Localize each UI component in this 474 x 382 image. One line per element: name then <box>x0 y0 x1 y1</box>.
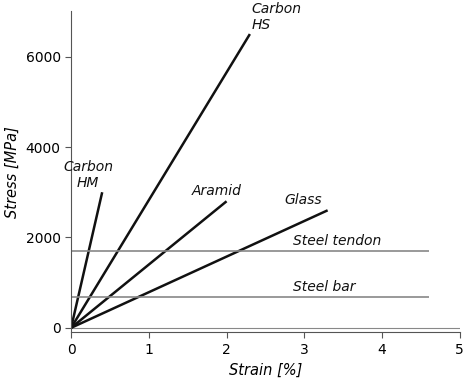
Text: Aramid: Aramid <box>191 184 241 198</box>
Text: Steel bar: Steel bar <box>292 280 355 294</box>
Text: Glass: Glass <box>285 193 322 207</box>
Text: Steel tendon: Steel tendon <box>292 234 381 248</box>
Y-axis label: Stress [MPa]: Stress [MPa] <box>5 126 20 218</box>
Text: Carbon
HS: Carbon HS <box>251 2 301 32</box>
Text: Carbon
HM: Carbon HM <box>63 160 113 190</box>
X-axis label: Strain [%]: Strain [%] <box>229 362 302 377</box>
